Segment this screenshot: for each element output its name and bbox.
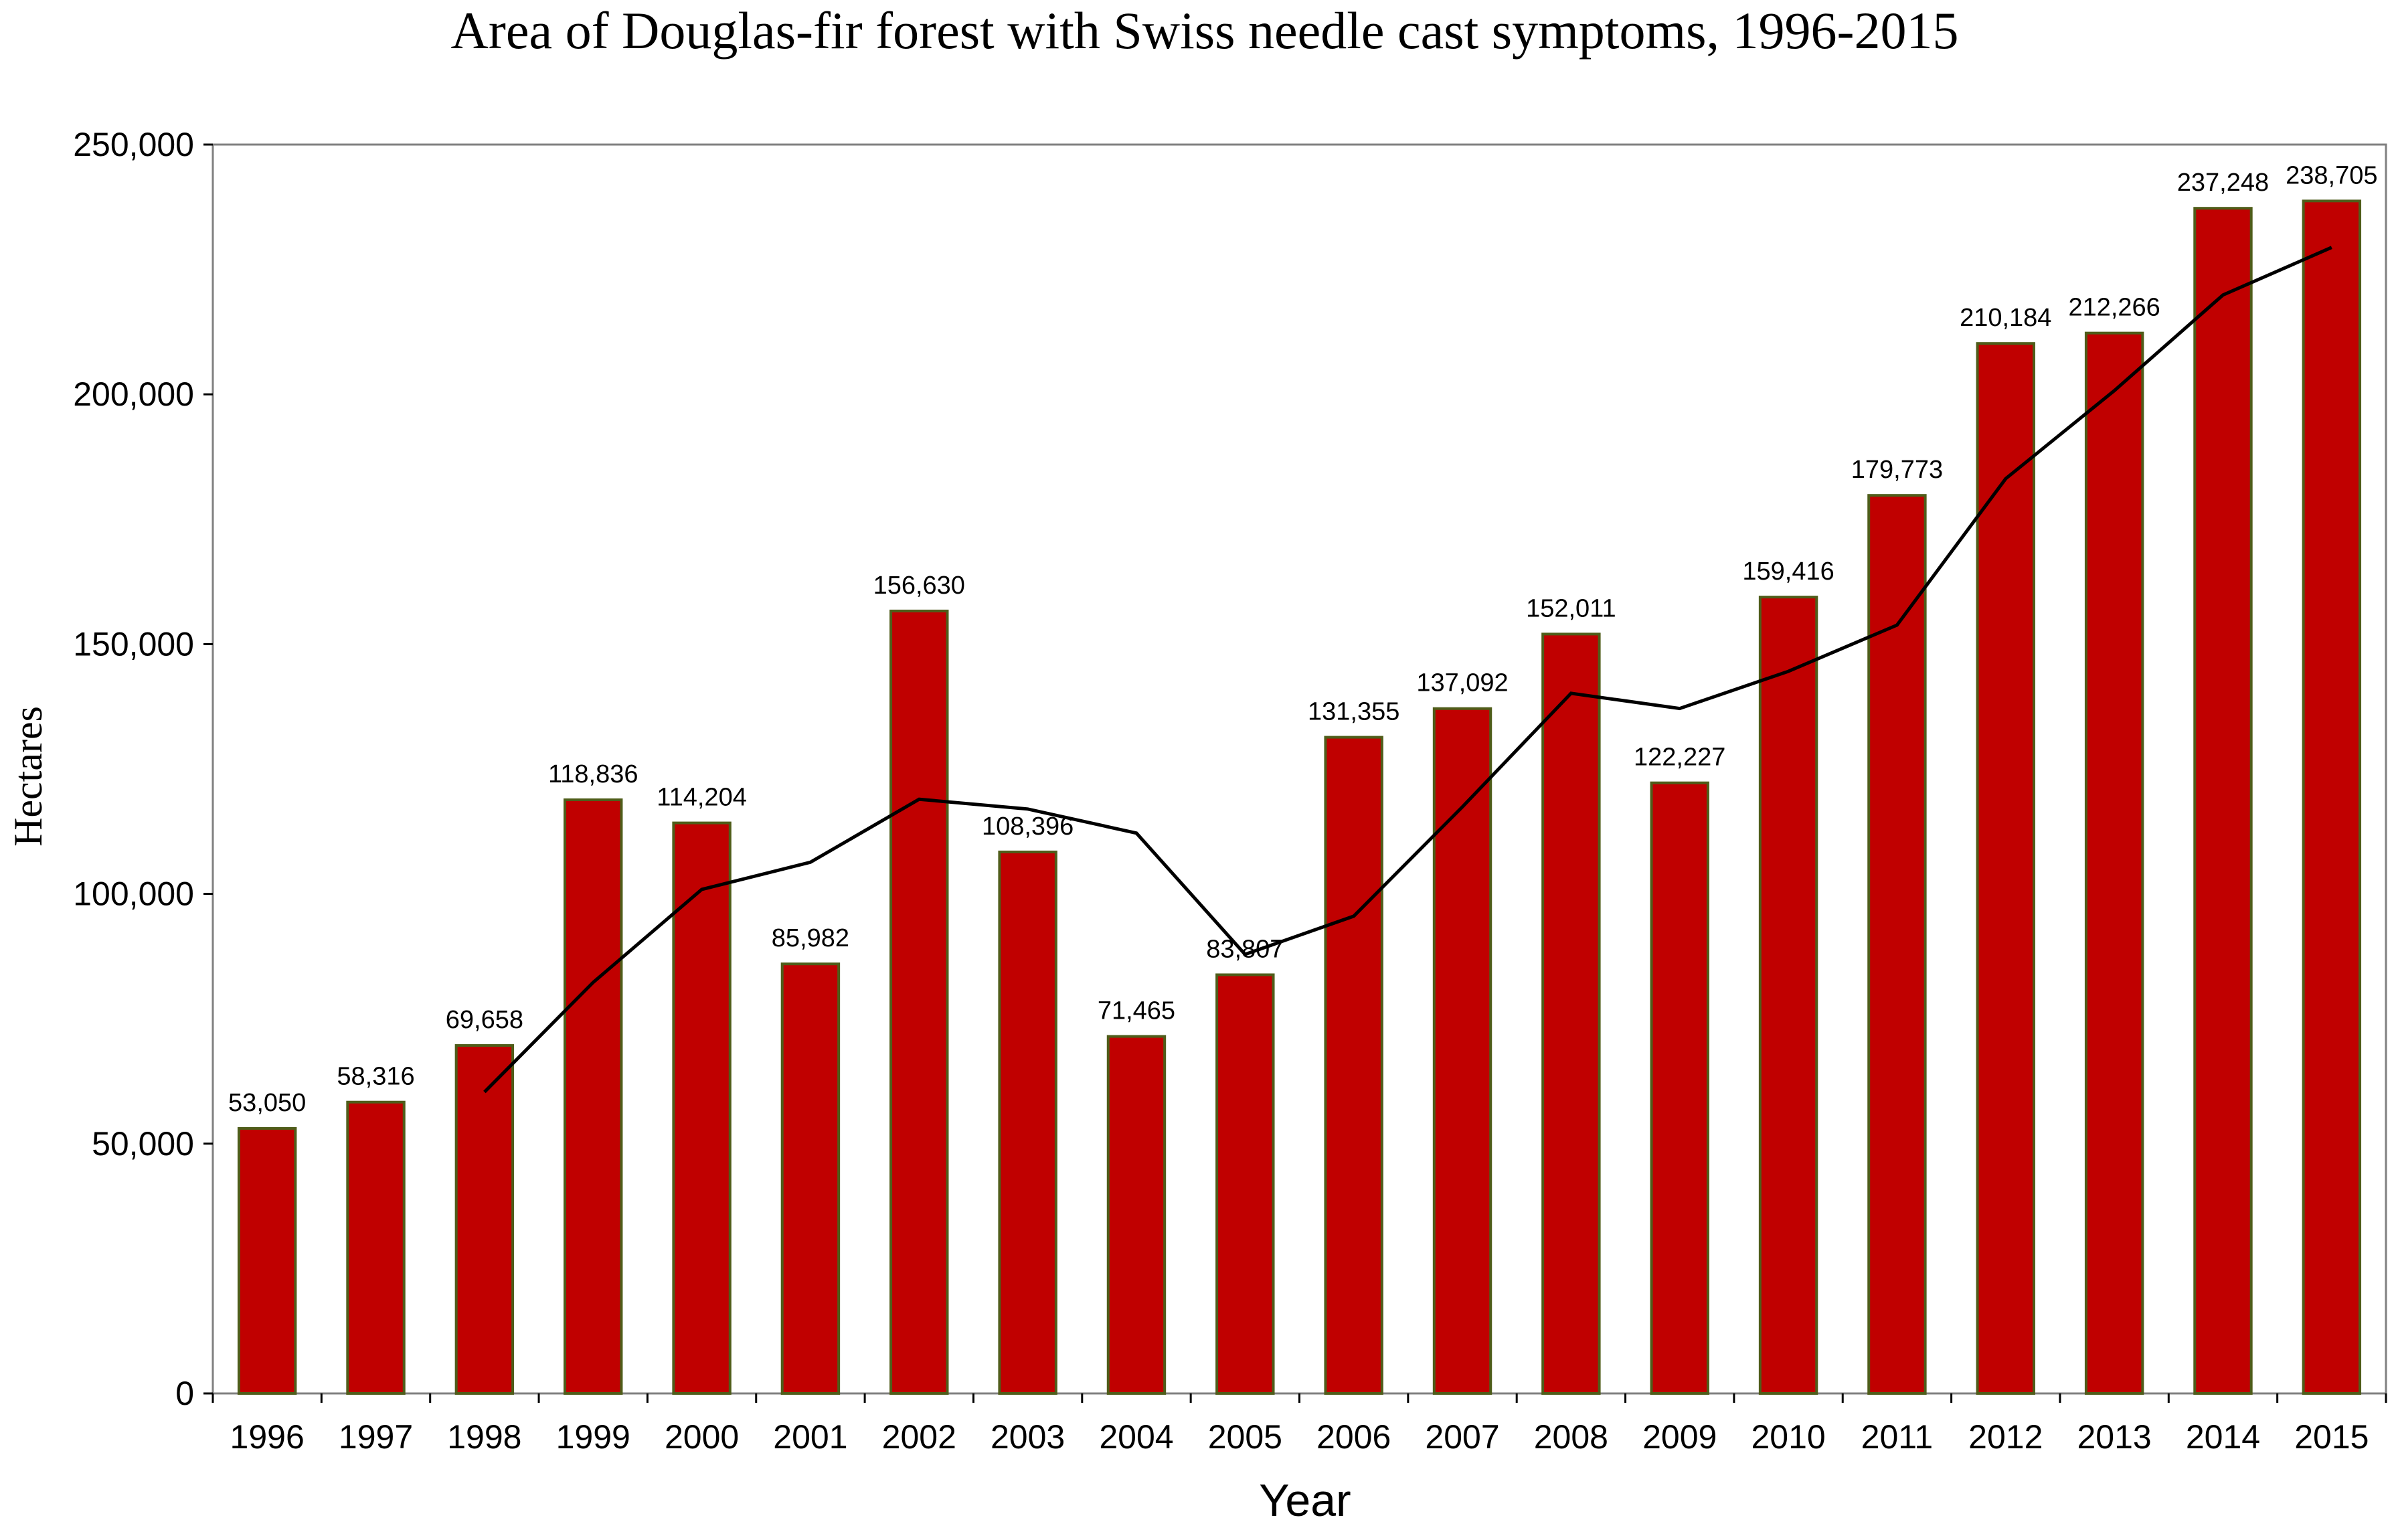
y-tick-label: 150,000 [73, 625, 194, 663]
bar-2008 [1541, 632, 1601, 1395]
bar-2015 [2302, 199, 2362, 1395]
data-label-2008: 152,011 [1526, 594, 1616, 622]
y-tick-label: 250,000 [73, 126, 194, 163]
data-label-2003: 108,396 [982, 812, 1074, 841]
bar-2002 [889, 609, 949, 1395]
x-tick-label: 2002 [882, 1418, 956, 1456]
y-axis-label: Hectares [6, 706, 50, 847]
data-label-2000: 114,204 [657, 784, 747, 812]
bar-2004 [1106, 1035, 1167, 1395]
data-label-2011: 179,773 [1851, 456, 1943, 484]
trend-line [483, 246, 2332, 1094]
x-tick-label: 2004 [1099, 1418, 1173, 1456]
x-tick-label: 2014 [2186, 1418, 2260, 1456]
y-tick-label: 50,000 [92, 1125, 194, 1163]
x-tick-label: 1999 [556, 1418, 630, 1456]
y-tick-label: 100,000 [73, 875, 194, 913]
data-label-2012: 210,184 [1960, 304, 2051, 332]
data-label-1999: 118,836 [548, 760, 638, 788]
x-tick-label: 2009 [1642, 1418, 1717, 1456]
bar-2005 [1215, 973, 1275, 1395]
data-label-2002: 156,630 [873, 572, 965, 600]
bar-2006 [1324, 736, 1383, 1395]
bar-2011 [1867, 494, 1927, 1395]
data-label-2007: 137,092 [1416, 669, 1508, 697]
data-label-2010: 159,416 [1742, 558, 1834, 586]
y-tick-label: 200,000 [73, 375, 194, 413]
bar-2013 [2084, 331, 2144, 1395]
bar-1998 [454, 1044, 515, 1395]
data-label-2013: 212,266 [2068, 294, 2160, 322]
bar-2012 [1976, 342, 2035, 1395]
data-label-2015: 238,705 [2286, 161, 2377, 189]
x-tick-label: 2000 [665, 1418, 739, 1456]
chart-title: Area of Douglas-fir forest with Swiss ne… [451, 1, 1959, 60]
bar-2014 [2193, 207, 2253, 1395]
plot-area: 0 50,000 100,000 150,000 200,000 250,000 53,05… [73, 126, 2387, 1456]
bar-2003 [998, 850, 1057, 1395]
plot-frame [211, 143, 2387, 1395]
data-label-2014: 237,248 [2177, 169, 2269, 197]
y-tick-label: 0 [175, 1375, 194, 1412]
x-tick-label: 2003 [991, 1418, 1065, 1456]
x-tick-label: 1998 [447, 1418, 521, 1456]
bar-1996 [237, 1127, 297, 1395]
x-tick-label: 2007 [1425, 1418, 1499, 1456]
x-tick-label: 2001 [773, 1418, 847, 1456]
data-label-2004: 71,465 [1098, 997, 1175, 1025]
bar-2010 [1758, 596, 1818, 1395]
data-label-1996: 53,050 [228, 1089, 306, 1117]
data-label-2005: 83,807 [1206, 935, 1284, 963]
x-tick-label: 2013 [2077, 1418, 2152, 1456]
data-label-1998: 69,658 [446, 1006, 523, 1034]
x-tick-label: 2006 [1316, 1418, 1391, 1456]
bar-2007 [1432, 707, 1492, 1395]
x-axis-label: Year [1259, 1475, 1351, 1526]
bar-2000 [672, 821, 732, 1395]
data-label-1997: 58,316 [337, 1063, 414, 1091]
bar-2001 [780, 962, 841, 1395]
x-tick-label: 2012 [1968, 1418, 2043, 1456]
x-tick-label: 2005 [1208, 1418, 1282, 1456]
bar-2009 [1650, 781, 1709, 1395]
data-label-2001: 85,982 [772, 924, 849, 952]
x-tick-label: 2008 [1534, 1418, 1608, 1456]
bar-1997 [346, 1100, 406, 1395]
data-label-2009: 122,227 [1634, 744, 1725, 772]
x-tick-label: 2011 [1861, 1418, 1934, 1456]
x-tick-label: 1997 [339, 1418, 413, 1456]
bar-1999 [564, 798, 623, 1395]
x-tick-label: 2015 [2294, 1418, 2369, 1456]
x-tick-label: 2010 [1751, 1418, 1825, 1456]
x-tick-label: 1996 [230, 1418, 305, 1456]
data-label-2006: 131,355 [1308, 698, 1399, 726]
